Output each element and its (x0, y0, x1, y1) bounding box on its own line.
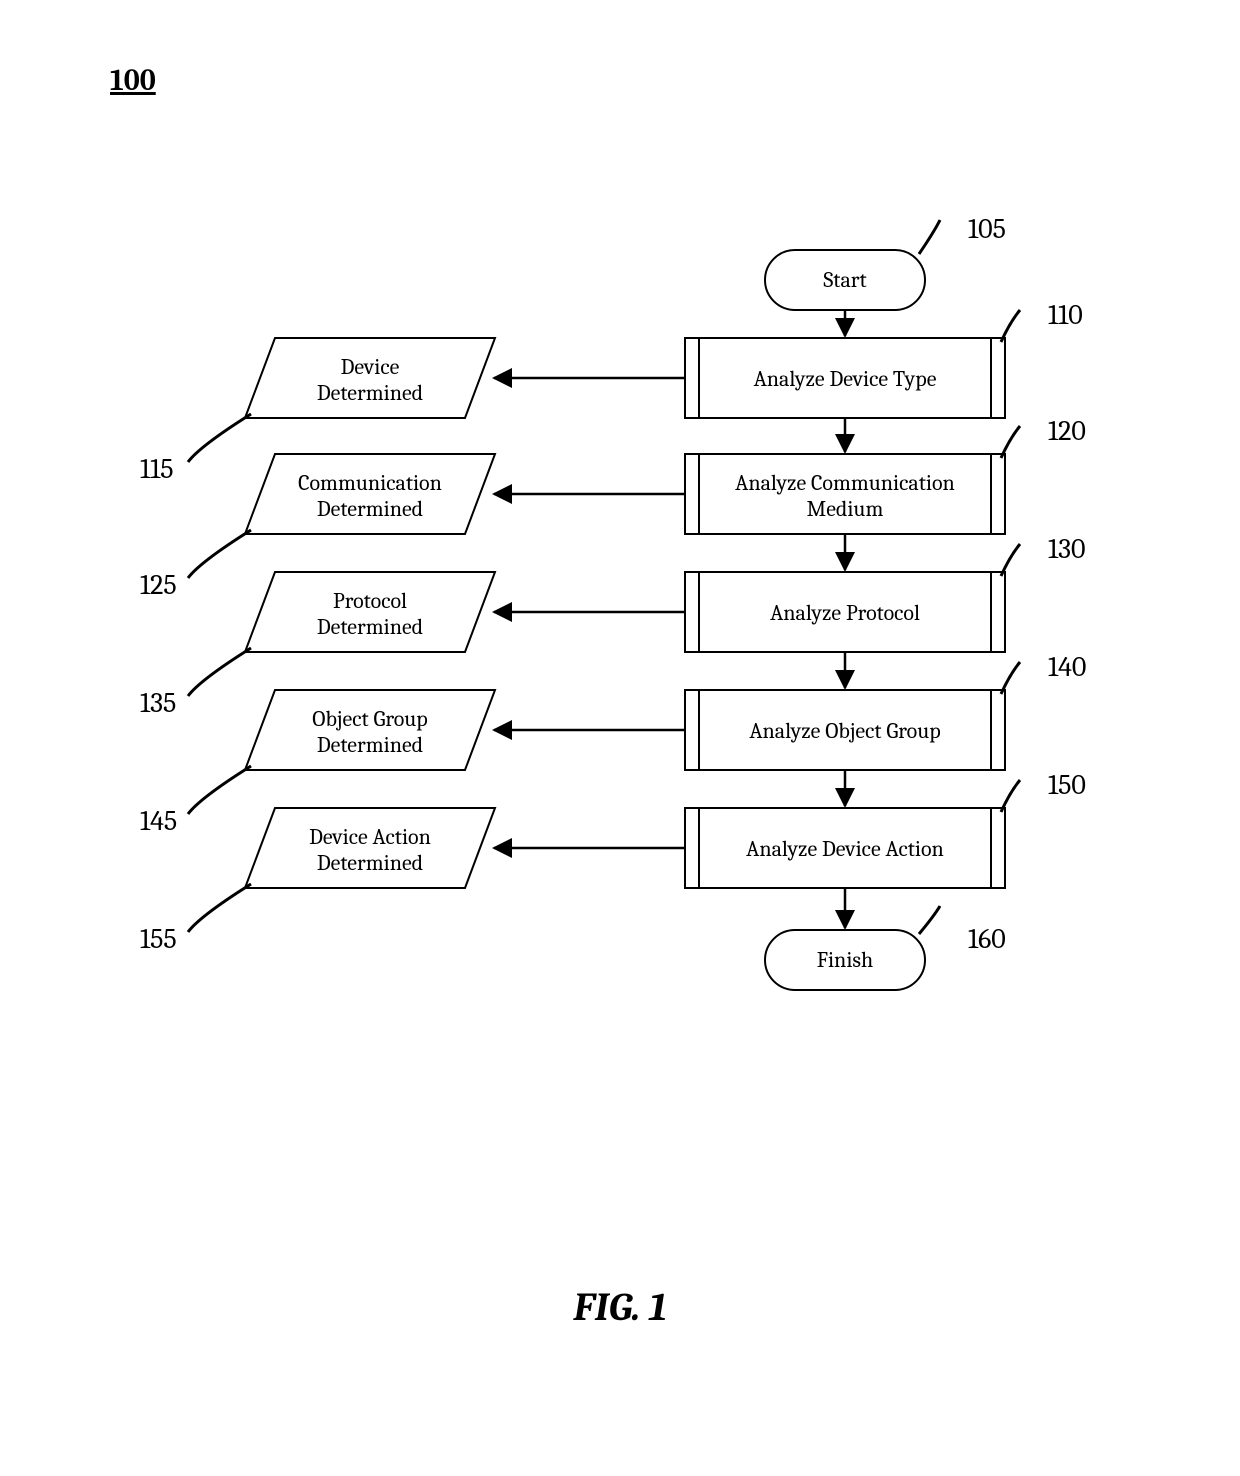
leader-150 (1001, 780, 1020, 812)
ref-140: 140 (1048, 651, 1086, 683)
leader-115 (188, 414, 251, 462)
leader-140 (1001, 662, 1020, 694)
data-d125-line2: Determined (317, 496, 423, 522)
ref-135: 135 (140, 687, 176, 719)
data-d155-line1: Device Action (309, 824, 431, 850)
terminator-finish-label: Finish (817, 947, 873, 973)
leader-160 (919, 906, 940, 934)
leader-125 (188, 530, 251, 578)
process-p140-label: Analyze Object Group (749, 718, 940, 744)
process-p120-label1: Analyze Communication (735, 470, 955, 496)
figure-number: 100 (110, 63, 156, 98)
process-p110-label: Analyze Device Type (754, 366, 937, 392)
terminator-start-label: Start (823, 267, 867, 293)
leader-145 (188, 766, 251, 814)
data-d115-line1: Device (341, 354, 400, 380)
leader-135 (188, 648, 251, 696)
leader-105 (919, 220, 940, 254)
data-d145-line2: Determined (317, 732, 423, 758)
ref-145: 145 (140, 805, 177, 837)
ref-125: 125 (140, 569, 177, 601)
ref-150: 150 (1048, 769, 1086, 801)
ref-130: 130 (1048, 533, 1086, 565)
data-d115-line2: Determined (317, 380, 423, 406)
ref-160: 160 (968, 923, 1006, 955)
leader-110 (1001, 310, 1020, 342)
ref-110: 110 (1048, 299, 1083, 331)
ref-155: 155 (140, 923, 177, 955)
data-d135-line2: Determined (317, 614, 423, 640)
process-p120-label2: Medium (807, 496, 884, 522)
ref-120: 120 (1048, 415, 1086, 447)
ref-105: 105 (968, 213, 1006, 245)
ref-115: 115 (140, 453, 174, 485)
leader-120 (1001, 426, 1020, 458)
process-p130-label: Analyze Protocol (770, 600, 920, 626)
figure-caption: FIG. 1 (572, 1284, 666, 1330)
leader-155 (188, 884, 251, 932)
process-p150-label: Analyze Device Action (746, 836, 944, 862)
data-d155-line2: Determined (317, 850, 423, 876)
leader-130 (1001, 544, 1020, 576)
data-d135-line1: Protocol (333, 588, 407, 614)
data-d125-line1: Communication (298, 470, 442, 496)
data-d145-line1: Object Group (312, 706, 427, 732)
